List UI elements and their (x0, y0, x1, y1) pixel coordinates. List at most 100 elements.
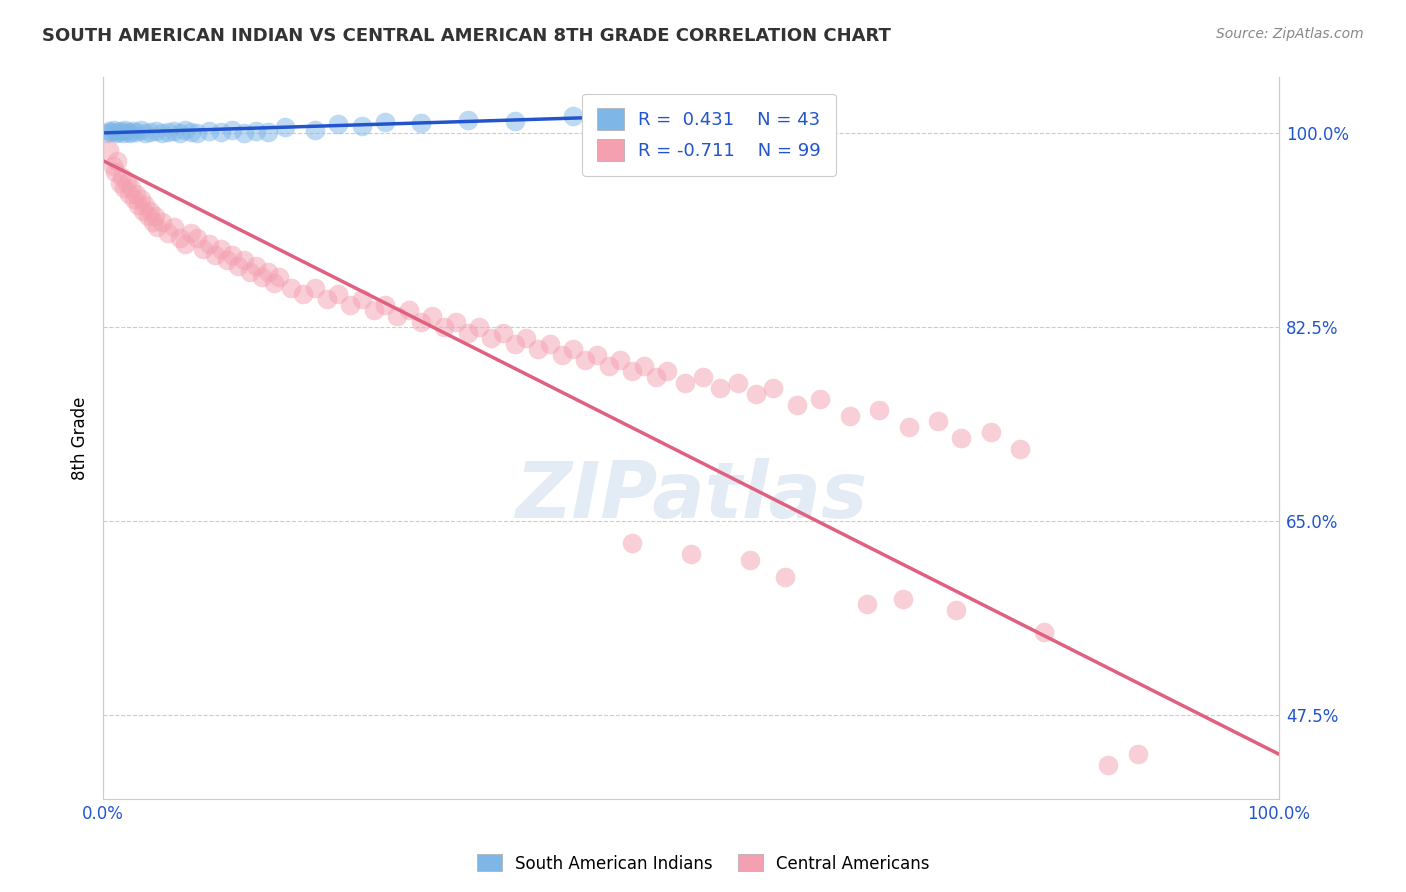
Point (709, 381, 731, 395)
Point (562, 343, 585, 357)
Point (644, 370, 666, 384)
Point (103, 122, 125, 136)
Point (174, 122, 197, 136)
Point (515, 331, 537, 345)
Point (125, 186, 148, 201)
Point (134, 126, 156, 140)
Point (127, 198, 149, 212)
Point (980, 425, 1002, 440)
Point (1032, 625, 1054, 640)
Point (773, 569, 796, 583)
Point (136, 209, 159, 223)
Point (209, 125, 232, 139)
Point (786, 398, 808, 412)
Point (120, 181, 142, 195)
Point (398, 303, 420, 318)
Point (856, 598, 879, 612)
Point (762, 103, 785, 118)
Point (550, 348, 572, 362)
Point (692, 370, 714, 384)
Point (150, 214, 173, 228)
Point (110, 124, 132, 138)
Point (163, 124, 186, 138)
Text: ZIPatlas: ZIPatlas (515, 458, 868, 533)
Point (256, 125, 278, 139)
Point (274, 120, 297, 135)
Legend: R =  0.431    N = 43, R = -0.711    N = 99: R = 0.431 N = 43, R = -0.711 N = 99 (582, 94, 835, 176)
Point (146, 220, 169, 235)
Point (538, 336, 561, 351)
Point (105, 153, 128, 168)
Point (245, 259, 267, 273)
Point (256, 264, 278, 278)
Point (118, 186, 141, 201)
Point (1097, 758, 1119, 772)
Point (111, 170, 134, 185)
Point (96, 126, 118, 140)
Point (927, 414, 949, 428)
Point (98, 124, 121, 138)
Point (1010, 442, 1032, 456)
Point (673, 376, 696, 390)
Point (492, 326, 515, 340)
Point (141, 214, 163, 228)
Point (374, 298, 396, 312)
Point (233, 253, 256, 268)
Point (215, 253, 238, 268)
Point (363, 303, 385, 318)
Point (163, 220, 186, 235)
Point (409, 116, 432, 130)
Point (117, 125, 139, 139)
Point (679, 548, 702, 562)
Point (838, 409, 860, 423)
Point (129, 122, 152, 136)
Point (191, 243, 214, 257)
Point (292, 286, 315, 301)
Point (457, 112, 479, 127)
Point (98, 143, 121, 157)
Point (409, 314, 432, 328)
Point (868, 403, 890, 417)
Point (762, 381, 785, 395)
Point (107, 125, 129, 139)
Point (808, 392, 831, 406)
Point (633, 359, 655, 373)
Point (156, 226, 179, 240)
Point (180, 125, 202, 139)
Point (186, 126, 208, 140)
Point (562, 109, 585, 123)
Point (269, 270, 291, 285)
Point (457, 326, 479, 340)
Point (204, 248, 226, 262)
Point (108, 176, 131, 190)
Point (132, 203, 155, 218)
Point (468, 320, 491, 334)
Point (245, 124, 267, 138)
Y-axis label: 8th Grade: 8th Grade (72, 396, 89, 480)
Point (668, 106, 690, 120)
Point (139, 203, 162, 218)
Legend: South American Indians, Central Americans: South American Indians, Central American… (470, 847, 936, 880)
Point (315, 293, 337, 307)
Point (304, 122, 326, 136)
Point (420, 309, 443, 323)
Point (100, 125, 122, 139)
Point (169, 126, 191, 140)
Point (444, 314, 467, 328)
Point (112, 126, 135, 140)
Point (657, 364, 679, 378)
Point (621, 536, 644, 550)
Point (115, 176, 138, 190)
Point (598, 359, 620, 373)
Point (104, 165, 127, 179)
Point (143, 209, 166, 223)
Point (433, 320, 456, 334)
Point (350, 293, 373, 307)
Point (114, 122, 136, 136)
Point (186, 231, 208, 245)
Point (1232, 836, 1254, 850)
Point (221, 122, 243, 136)
Point (374, 115, 396, 129)
Point (169, 231, 191, 245)
Point (129, 193, 152, 207)
